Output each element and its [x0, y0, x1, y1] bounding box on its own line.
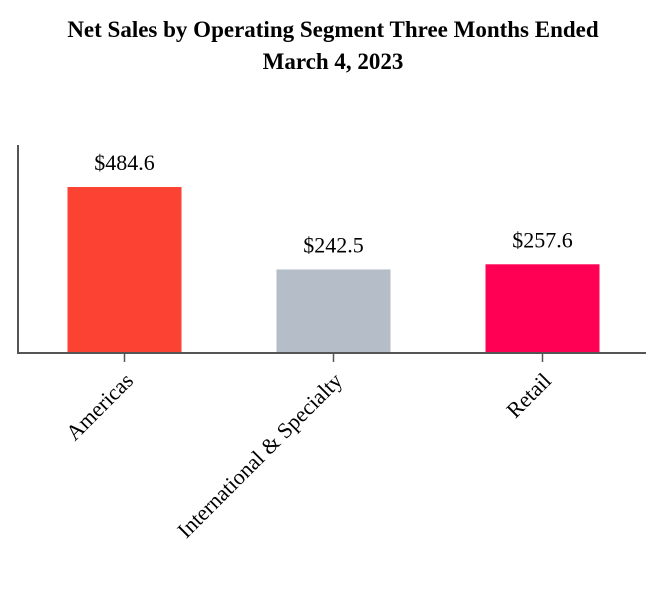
value-label: $257.6 [512, 227, 573, 252]
x-tick-label: Retail [501, 368, 556, 423]
value-label: $242.5 [303, 232, 364, 257]
bar [67, 187, 182, 352]
bar [485, 264, 600, 352]
chart-title: Net Sales by Operating Segment Three Mon… [67, 17, 599, 74]
bar [276, 269, 391, 352]
x-tick-label: International & Specialty [172, 368, 347, 543]
x-tick-label: Americas [61, 368, 138, 445]
value-label: $484.6 [94, 150, 155, 175]
